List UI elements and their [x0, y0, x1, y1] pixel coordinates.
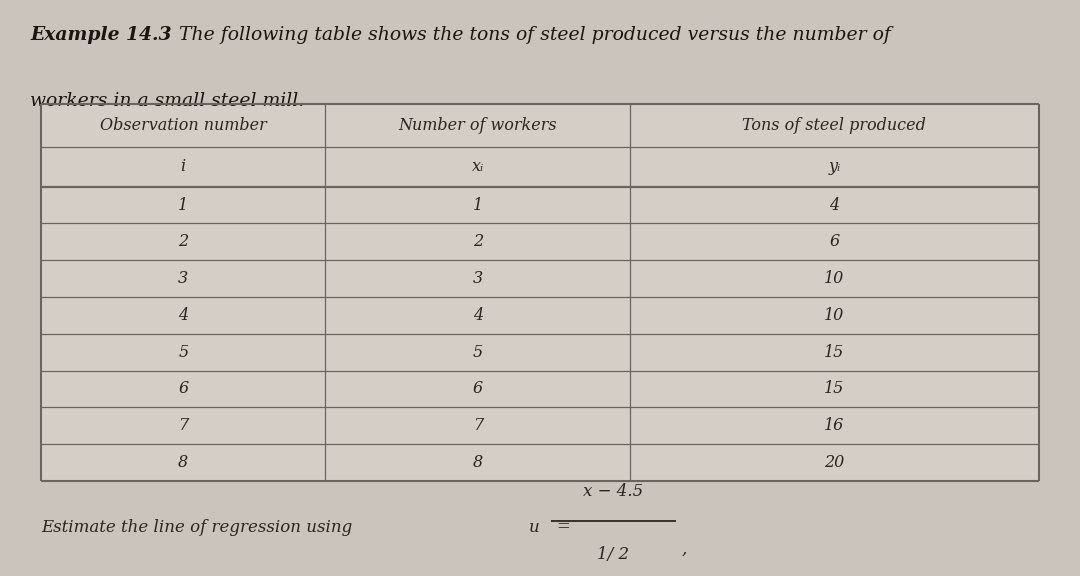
Text: 2: 2: [473, 233, 483, 251]
Text: 15: 15: [824, 381, 845, 397]
Text: 1/ 2: 1/ 2: [597, 546, 630, 563]
Text: i: i: [180, 158, 186, 175]
Text: workers in a small steel mill.: workers in a small steel mill.: [30, 92, 305, 110]
Text: 6: 6: [178, 381, 188, 397]
Text: 5: 5: [473, 344, 483, 361]
Text: 8: 8: [178, 454, 188, 471]
Text: =: =: [556, 518, 570, 536]
FancyBboxPatch shape: [41, 104, 1039, 481]
Text: Example 14.3: Example 14.3: [30, 26, 172, 44]
Text: 6: 6: [829, 233, 839, 251]
Text: 4: 4: [473, 307, 483, 324]
Text: Estimate the line of regression using: Estimate the line of regression using: [41, 518, 352, 536]
Text: xᵢ: xᵢ: [472, 158, 484, 175]
Text: u: u: [529, 518, 540, 536]
Text: 10: 10: [824, 307, 845, 324]
Text: 16: 16: [824, 417, 845, 434]
Text: 10: 10: [824, 270, 845, 287]
Text: 7: 7: [178, 417, 188, 434]
Text: 1: 1: [473, 196, 483, 214]
Text: 8: 8: [473, 454, 483, 471]
Text: 20: 20: [824, 454, 845, 471]
Text: Observation number: Observation number: [99, 117, 267, 134]
Text: 6: 6: [473, 381, 483, 397]
Text: x − 4.5: x − 4.5: [583, 483, 644, 500]
Text: 15: 15: [824, 344, 845, 361]
Text: 1: 1: [178, 196, 188, 214]
Text: yᵢ: yᵢ: [828, 158, 840, 175]
Text: 4: 4: [178, 307, 188, 324]
Text: Number of workers: Number of workers: [399, 117, 557, 134]
Text: 2: 2: [178, 233, 188, 251]
Text: 3: 3: [473, 270, 483, 287]
Text: 4: 4: [829, 196, 839, 214]
Text: 5: 5: [178, 344, 188, 361]
Text: The following table shows the tons of steel produced versus the number of: The following table shows the tons of st…: [179, 26, 891, 44]
Text: ,: ,: [681, 540, 687, 558]
Text: Tons of steel produced: Tons of steel produced: [742, 117, 927, 134]
Text: 7: 7: [473, 417, 483, 434]
Text: 3: 3: [178, 270, 188, 287]
